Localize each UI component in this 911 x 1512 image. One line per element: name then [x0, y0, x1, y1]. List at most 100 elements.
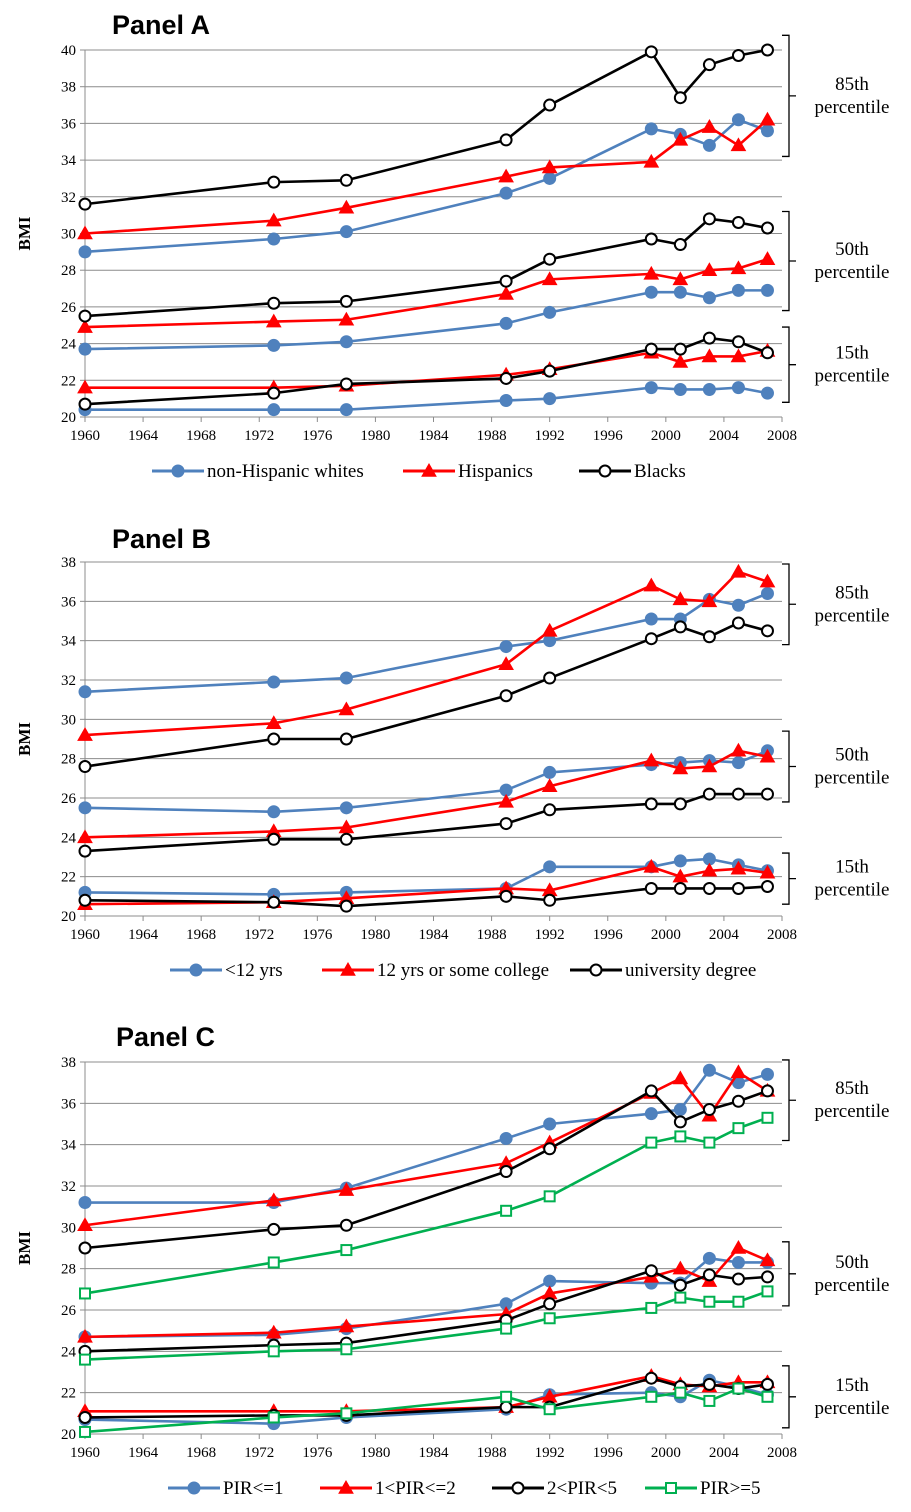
- x-tick-label: 2000: [651, 927, 681, 943]
- data-point: [339, 225, 353, 239]
- data-point: [702, 1377, 716, 1391]
- legend-marker: [171, 464, 185, 478]
- data-point: [645, 1390, 658, 1403]
- data-point: [760, 880, 774, 893]
- bracket-label: 15th: [835, 1375, 869, 1396]
- data-point: [541, 271, 558, 286]
- x-tick-label: 1964: [128, 428, 159, 444]
- data-point: [760, 43, 774, 57]
- data-point: [761, 1390, 774, 1403]
- bracket-label: 50th: [835, 745, 869, 766]
- percentile-bracket: [782, 326, 796, 403]
- data-point: [543, 1312, 556, 1325]
- y-tick-label: 22: [61, 1386, 76, 1402]
- y-tick-label: 32: [61, 1179, 76, 1195]
- x-tick-label: 2000: [651, 428, 681, 444]
- data-point: [644, 612, 658, 626]
- percentile-bracket: [782, 852, 796, 905]
- series-line-p15: [84, 885, 768, 908]
- panel-title: Panel B: [112, 524, 211, 554]
- data-point: [760, 624, 774, 638]
- data-point: [673, 382, 687, 396]
- y-tick-label: 20: [61, 1427, 76, 1443]
- data-point: [499, 371, 513, 385]
- data-point: [543, 1297, 557, 1311]
- data-point: [701, 262, 718, 276]
- legend-item: PIR>=5: [645, 1478, 761, 1499]
- data-point: [673, 854, 687, 868]
- data-point: [338, 1182, 355, 1196]
- series-line-p50: [84, 289, 768, 351]
- data-point: [731, 381, 745, 395]
- legend-label: non-Hispanic whites: [207, 461, 364, 482]
- data-point: [543, 860, 557, 874]
- x-tick-label: 1980: [360, 1445, 390, 1461]
- bracket-label: percentile: [815, 97, 890, 118]
- data-point: [702, 291, 716, 305]
- data-point: [265, 715, 282, 730]
- data-point: [732, 1295, 745, 1308]
- data-point: [760, 346, 774, 360]
- data-point: [730, 1239, 747, 1254]
- data-point: [644, 632, 658, 646]
- data-point: [79, 1425, 91, 1438]
- x-tick-label: 2004: [709, 927, 740, 943]
- data-point: [672, 1260, 689, 1275]
- legend-item: university degree: [570, 960, 756, 981]
- series-3: [79, 1111, 774, 1438]
- data-point: [672, 591, 689, 606]
- data-point: [701, 348, 718, 363]
- data-point: [731, 881, 745, 895]
- legend-marker: [340, 961, 356, 976]
- data-point: [78, 760, 92, 774]
- series-line-p85: [84, 621, 768, 768]
- data-point: [644, 45, 658, 59]
- data-point: [760, 124, 774, 138]
- legend-marker: [665, 1482, 677, 1494]
- data-point: [731, 215, 745, 229]
- data-point: [703, 1394, 716, 1407]
- data-point: [672, 131, 689, 146]
- data-point: [643, 153, 660, 168]
- data-point: [543, 364, 557, 378]
- y-tick-label: 24: [61, 337, 77, 353]
- x-tick-label: 1992: [535, 927, 565, 943]
- y-tick-label: 22: [61, 870, 76, 886]
- y-tick-label: 24: [61, 1344, 77, 1360]
- data-point: [760, 787, 774, 801]
- data-point: [339, 403, 353, 417]
- data-point: [265, 1324, 282, 1339]
- data-point: [543, 803, 557, 817]
- legend-item: PIR<=1: [168, 1478, 284, 1499]
- data-point: [759, 111, 776, 126]
- data-point: [265, 212, 282, 227]
- data-point: [759, 251, 776, 265]
- data-point: [498, 656, 514, 671]
- data-point: [672, 353, 689, 368]
- data-point: [78, 1410, 92, 1424]
- data-point: [673, 620, 687, 634]
- y-tick-label: 20: [61, 410, 76, 426]
- x-tick-label: 1996: [593, 927, 624, 943]
- legend-item: Blacks: [579, 461, 686, 482]
- data-point: [673, 881, 687, 895]
- data-point: [701, 119, 718, 133]
- data-point: [702, 212, 716, 226]
- series-line-p85: [84, 48, 768, 206]
- data-point: [673, 1278, 687, 1292]
- data-point: [78, 844, 92, 858]
- panel-title: Panel C: [116, 1022, 215, 1052]
- series-line-p50: [84, 749, 768, 814]
- data-point: [730, 742, 747, 757]
- y-tick-label: 28: [61, 752, 76, 768]
- data-point: [77, 1328, 93, 1343]
- series-line-p50: [84, 1290, 768, 1361]
- data-point: [644, 797, 658, 811]
- y-tick-label: 36: [61, 594, 77, 610]
- legend-marker: [598, 464, 612, 478]
- data-point: [499, 316, 513, 330]
- data-point: [265, 313, 282, 328]
- data-point: [730, 563, 747, 578]
- legend-label: <12 yrs: [225, 960, 283, 981]
- legend-label: 2<PIR<5: [547, 1478, 617, 1499]
